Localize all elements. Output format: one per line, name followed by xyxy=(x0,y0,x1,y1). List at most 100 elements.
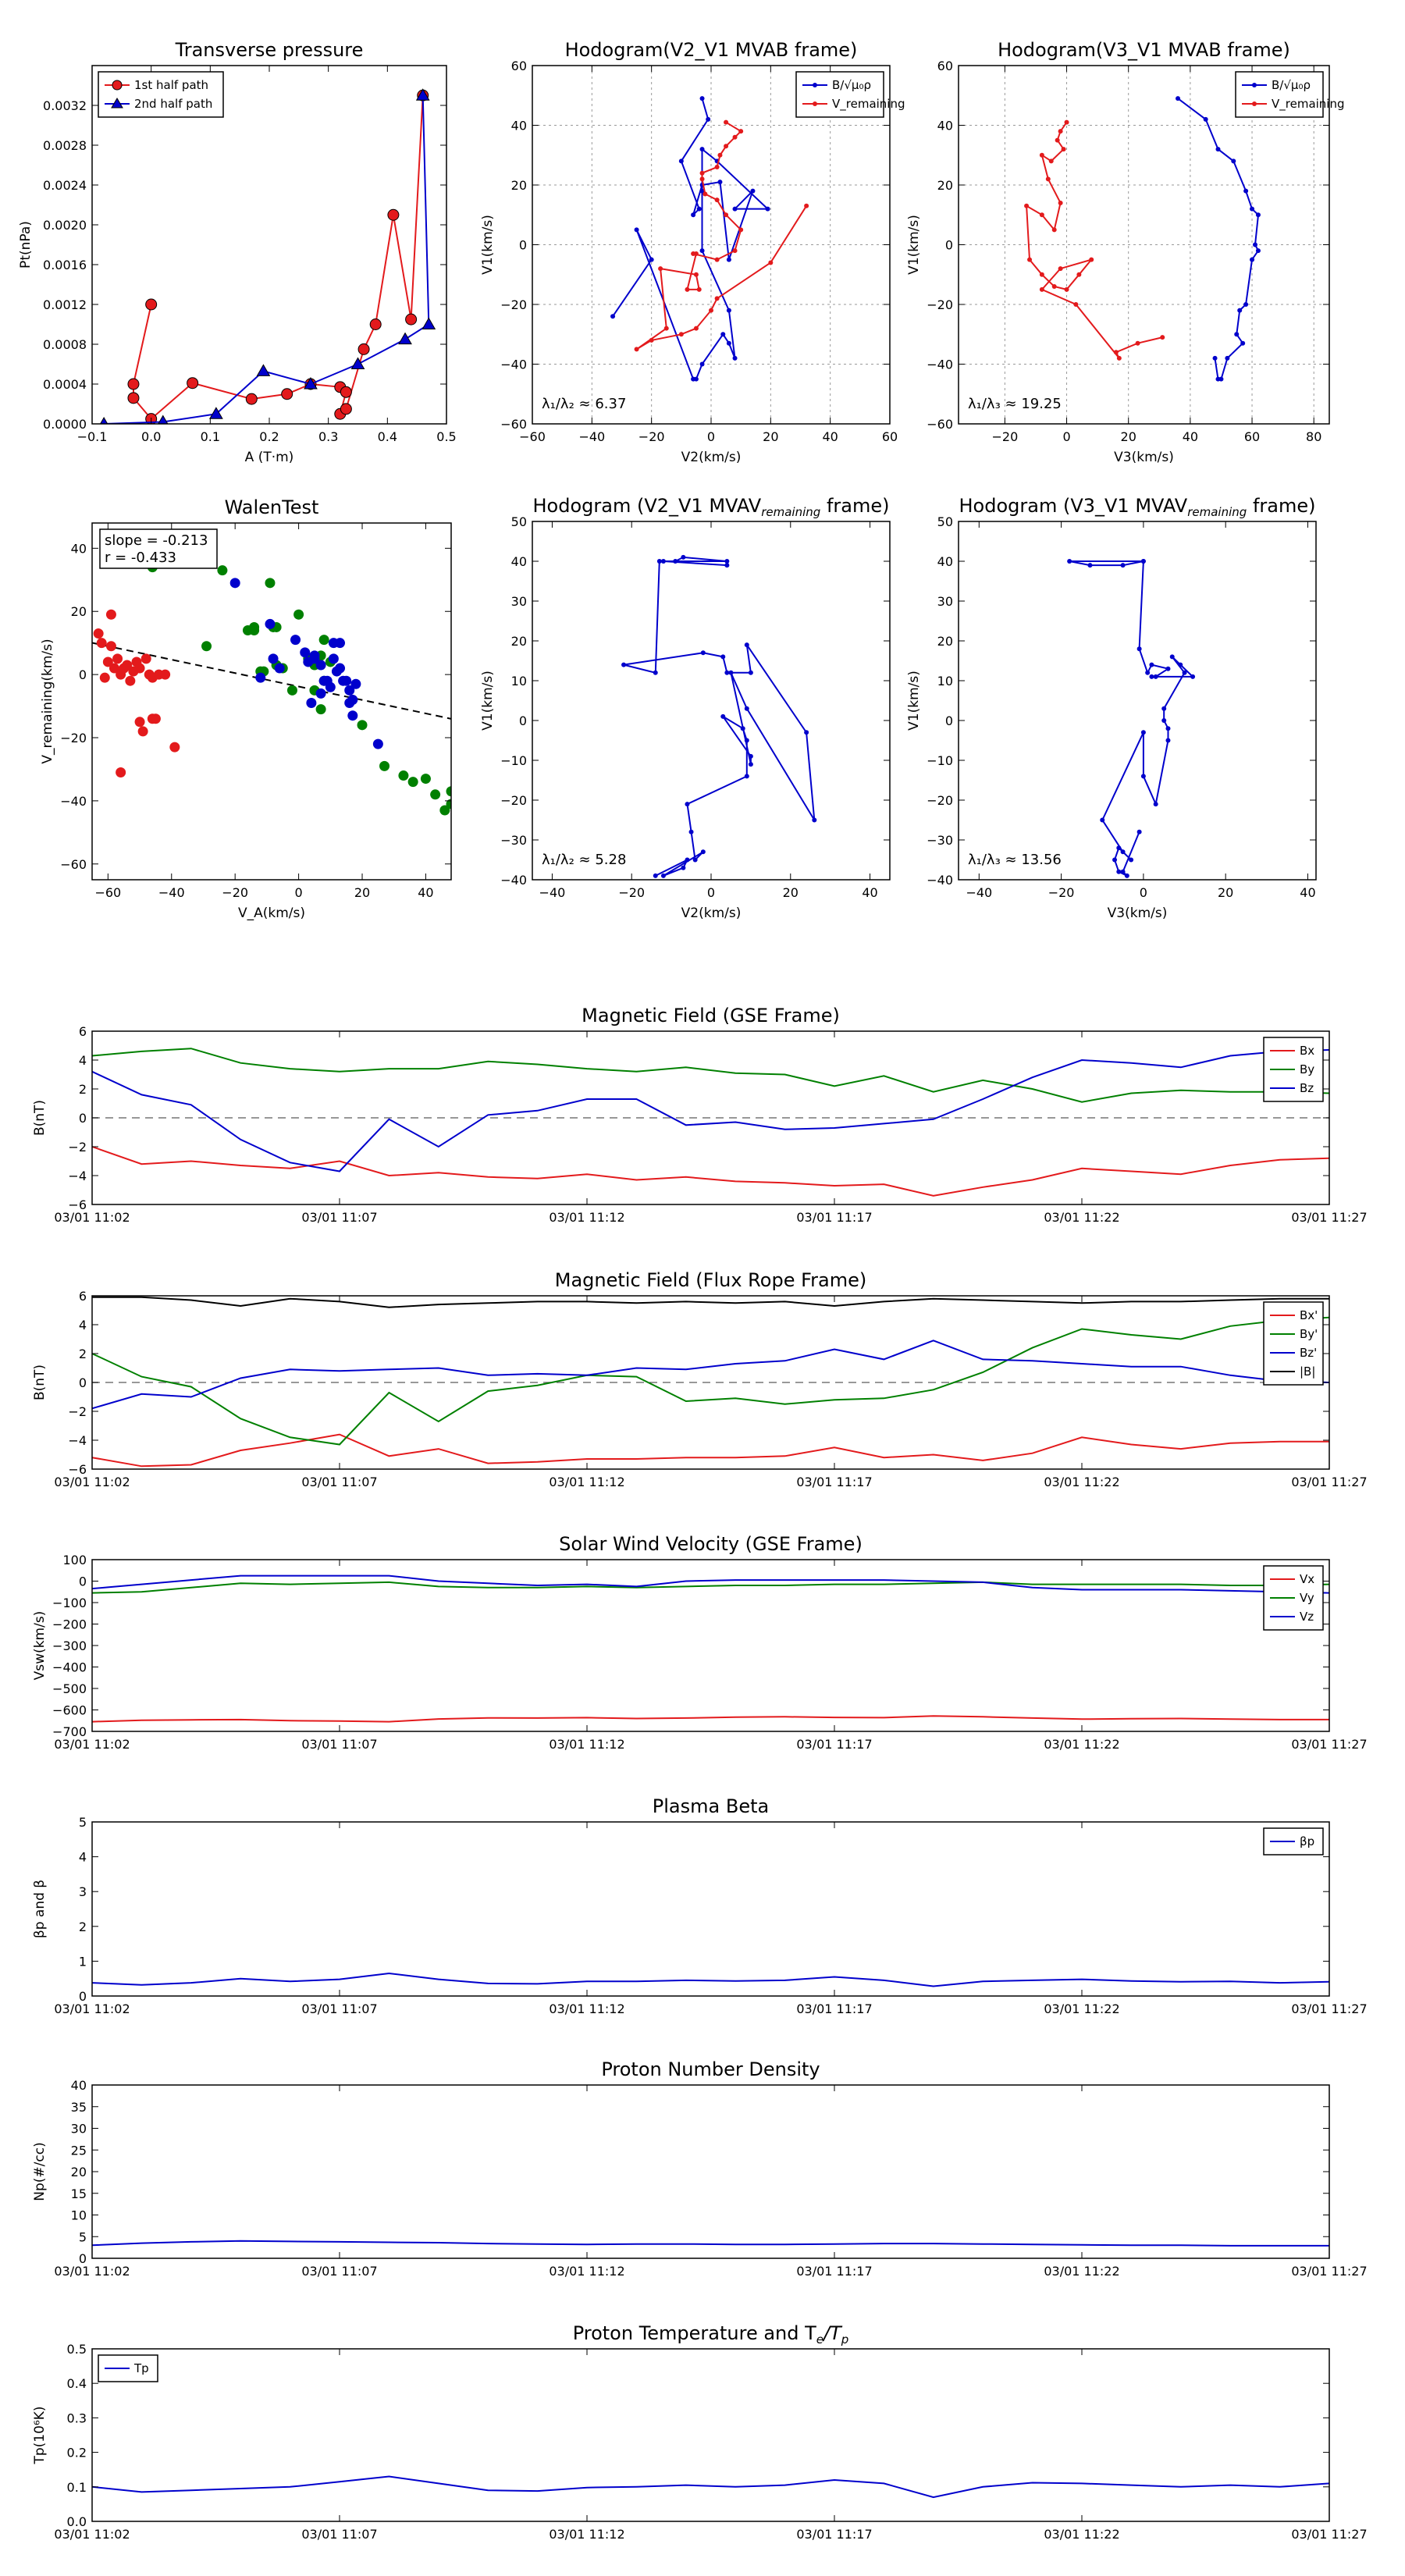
data-point xyxy=(681,865,686,870)
data-point xyxy=(387,208,400,221)
data-point xyxy=(1149,662,1154,667)
y-tick-label: −2 xyxy=(68,1404,87,1419)
annotation-text: r = -0.433 xyxy=(105,550,176,566)
data-point xyxy=(748,762,753,767)
data-point xyxy=(369,318,382,330)
data-point xyxy=(125,675,136,686)
y-axis-label: Pt(nPa) xyxy=(18,221,34,269)
data-point xyxy=(1140,730,1146,735)
data-point xyxy=(1024,203,1030,208)
y-axis-label: V1(km/s) xyxy=(480,215,496,275)
data-point xyxy=(724,119,729,125)
data-point xyxy=(249,621,260,632)
data-point xyxy=(328,653,339,664)
y-tick-label: −4 xyxy=(68,1169,87,1183)
x-tick-label: −40 xyxy=(966,885,992,900)
y-tick-label: 0 xyxy=(79,1989,87,2004)
y-tick-label: −60 xyxy=(927,417,953,432)
data-point xyxy=(804,203,809,208)
x-tick-label: 03/01 11:12 xyxy=(549,2527,624,2542)
series-line-1sthalfpath xyxy=(133,95,424,421)
data-point xyxy=(656,559,662,564)
x-tick-label: −20 xyxy=(1048,885,1075,900)
x-tick-label: 03/01 11:12 xyxy=(549,2264,624,2279)
y-axis-label: V1(km/s) xyxy=(906,215,922,275)
data-point xyxy=(744,642,749,648)
data-point xyxy=(430,789,441,800)
legend-label: Bx xyxy=(1300,1044,1314,1058)
legend-label: B/√μ₀ρ xyxy=(832,78,871,92)
data-point xyxy=(717,152,723,158)
y-tick-label: 0 xyxy=(519,713,527,728)
data-point xyxy=(1231,158,1236,164)
y-tick-label: −20 xyxy=(500,297,527,312)
data-point xyxy=(1120,563,1126,568)
data-point xyxy=(724,212,729,218)
legend-box xyxy=(795,71,884,118)
data-point xyxy=(340,403,352,415)
legend-label: Tp xyxy=(133,2361,149,2375)
y-tick-label: −20 xyxy=(927,793,953,808)
data-point xyxy=(160,669,171,680)
data-point xyxy=(420,774,431,785)
data-point xyxy=(744,738,749,743)
legend-marker xyxy=(813,101,817,106)
data-point xyxy=(765,206,770,212)
legend-marker xyxy=(111,98,123,109)
x-tick-label: 03/01 11:17 xyxy=(796,2527,872,2542)
data-point xyxy=(315,704,326,715)
y-axis-label: B(nT) xyxy=(32,1364,48,1400)
data-point xyxy=(699,188,705,194)
legend-label: Vz xyxy=(1300,1610,1314,1624)
x-tick-label: 0.5 xyxy=(436,429,456,444)
data-point xyxy=(108,663,119,674)
y-tick-label: 10 xyxy=(511,674,527,688)
data-point xyxy=(732,206,738,212)
x-tick-label: −40 xyxy=(578,429,605,444)
x-tick-label: 03/01 11:02 xyxy=(54,1737,130,1752)
data-point xyxy=(699,96,705,101)
data-point xyxy=(265,618,276,629)
y-tick-label: 2 xyxy=(79,1082,87,1097)
data-point xyxy=(717,180,723,185)
y-tick-label: 2 xyxy=(79,1347,87,1361)
y-tick-label: −10 xyxy=(927,753,953,768)
data-point xyxy=(740,726,745,731)
series-line-Bx xyxy=(92,1433,1329,1468)
data-point xyxy=(122,660,133,671)
data-point xyxy=(678,158,684,164)
data-point xyxy=(653,873,658,878)
data-point xyxy=(1039,212,1044,218)
data-point xyxy=(709,308,713,313)
chart-title: Proton Temperature and Te/Tp xyxy=(573,2322,849,2347)
data-point xyxy=(678,332,684,337)
y-tick-label: −60 xyxy=(60,857,87,872)
annotation-box xyxy=(99,528,218,569)
x-axis-label: V2(km/s) xyxy=(681,450,742,465)
data-point xyxy=(685,802,690,807)
data-point xyxy=(720,332,726,337)
data-point xyxy=(112,653,123,664)
data-point xyxy=(658,266,663,272)
data-point xyxy=(1161,706,1167,711)
axes-frame xyxy=(91,2348,1330,2522)
x-tick-label: 03/01 11:17 xyxy=(796,1737,872,1752)
legend-marker xyxy=(112,80,123,91)
series-line-s0 xyxy=(1069,560,1195,877)
data-point xyxy=(1255,212,1261,218)
panel-p10: 03/01 11:02 03/01 11:07 03/01 11:12 03/01 1… xyxy=(32,1795,1368,2016)
y-tick-label: −6 xyxy=(68,1462,87,1477)
x-tick-label: 03/01 11:12 xyxy=(549,1737,624,1752)
x-tick-label: 0.0 xyxy=(141,429,161,444)
y-tick-label: 25 xyxy=(71,2143,87,2158)
legend-label: Vx xyxy=(1300,1572,1314,1586)
y-tick-label: 0.0012 xyxy=(43,297,87,312)
y-tick-label: 0.0008 xyxy=(43,337,87,352)
data-point xyxy=(274,663,285,674)
y-tick-label: 0 xyxy=(519,238,527,253)
legend-label: Bz' xyxy=(1300,1346,1317,1360)
data-point xyxy=(127,392,140,404)
y-tick-label: 0.0000 xyxy=(43,417,87,432)
data-point xyxy=(415,88,430,101)
legend-label: By xyxy=(1300,1062,1314,1076)
